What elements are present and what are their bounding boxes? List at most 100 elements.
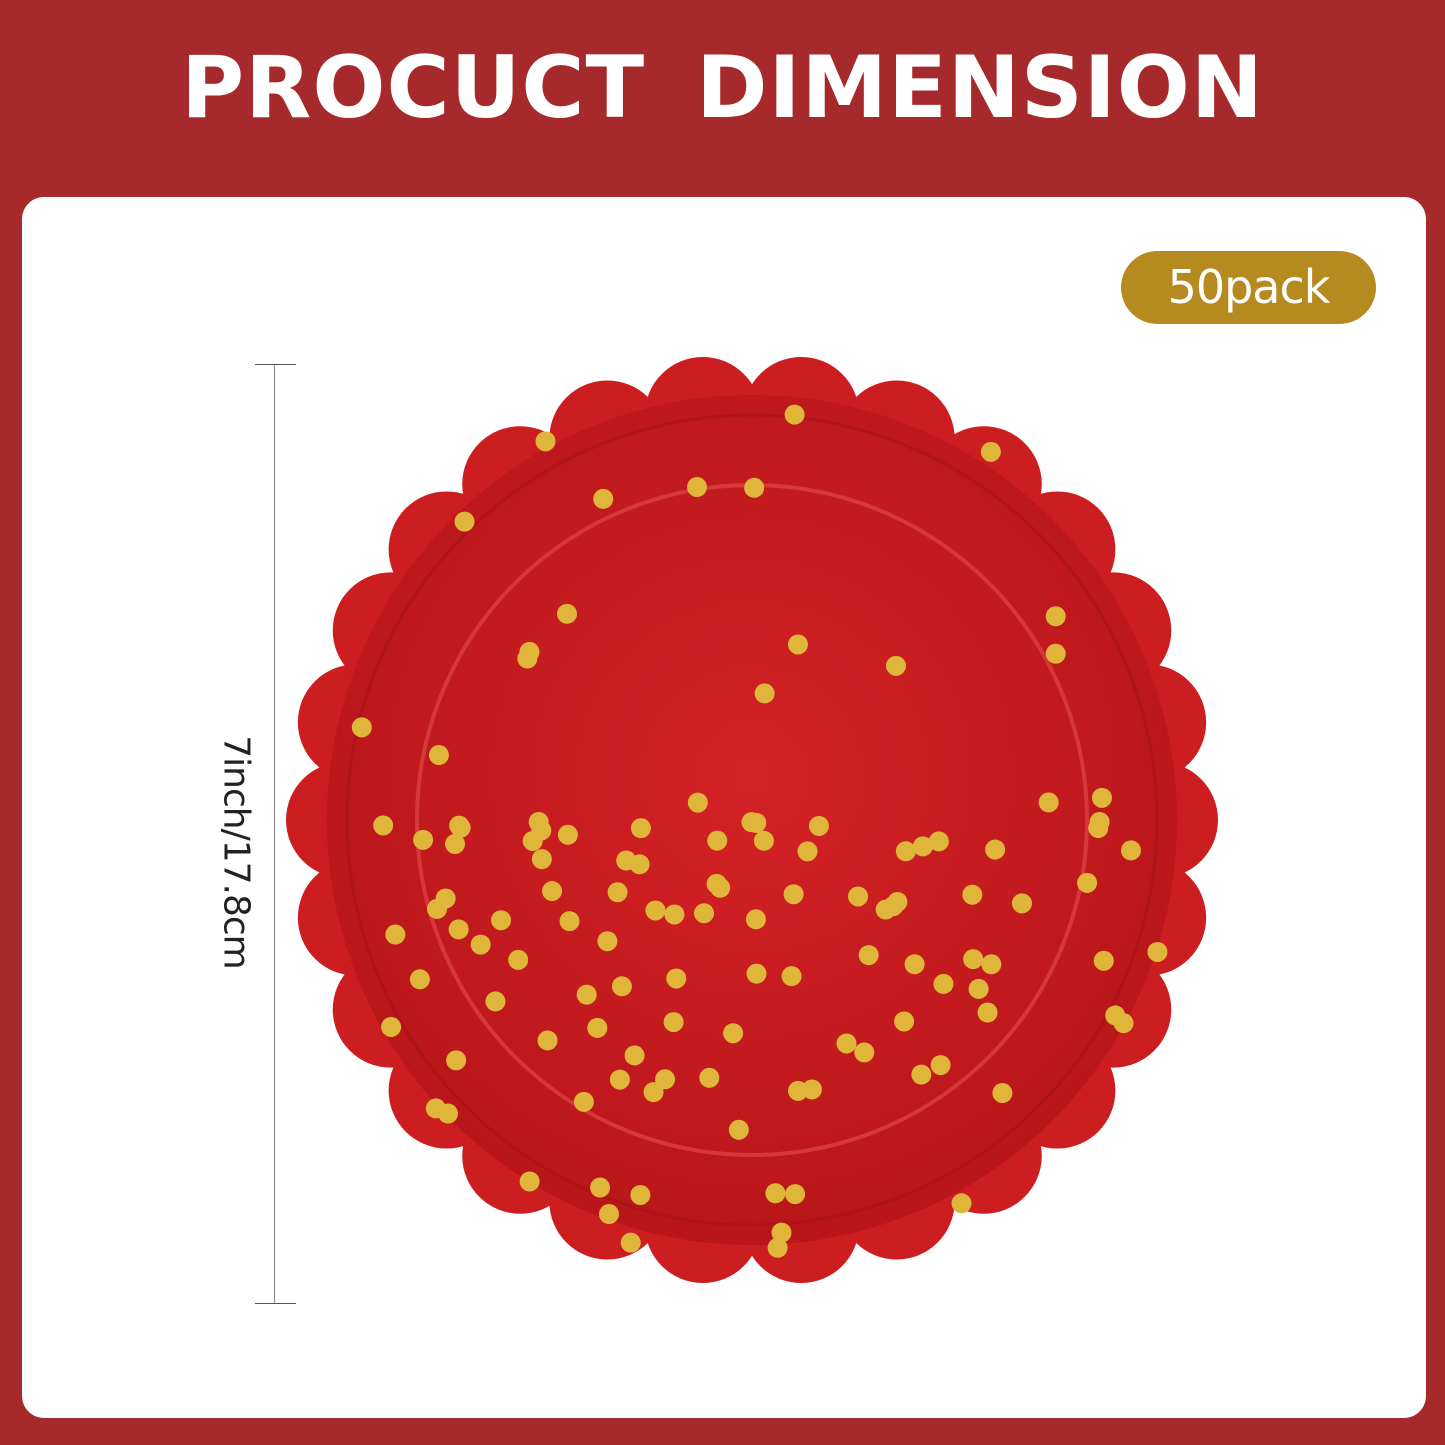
gold-dot <box>624 1045 645 1066</box>
gold-dot <box>664 904 685 925</box>
gold-dot <box>928 831 949 852</box>
gold-dot <box>894 1011 915 1032</box>
gold-dot <box>1038 792 1059 813</box>
gold-dot <box>933 973 954 994</box>
gold-dot <box>699 1067 720 1088</box>
gold-dot <box>1077 872 1098 893</box>
gold-dot <box>485 991 506 1012</box>
gold-dot <box>788 1080 809 1101</box>
gold-dot <box>470 934 491 955</box>
gold-dot <box>1011 893 1032 914</box>
gold-dot <box>611 976 632 997</box>
gold-dot <box>885 655 906 676</box>
gold-dot <box>597 931 618 952</box>
gold-dot <box>620 1232 641 1253</box>
gold-dot <box>836 1033 857 1054</box>
plate-outer-ring <box>345 413 1159 1227</box>
dimension-line <box>274 365 275 1303</box>
gold-dot <box>1045 606 1066 627</box>
gold-dot <box>694 903 715 924</box>
gold-dot <box>587 1017 608 1038</box>
dimension-tick-top <box>255 364 296 365</box>
gold-dot <box>746 963 767 984</box>
gold-dot <box>629 854 650 875</box>
gold-dot <box>542 881 563 902</box>
gold-dot <box>593 488 614 509</box>
gold-dot <box>1113 1013 1134 1034</box>
gold-dot <box>531 820 552 841</box>
gold-dot <box>381 1016 402 1037</box>
gold-dot <box>409 969 430 990</box>
dimension-tick-bottom <box>255 1303 296 1304</box>
gold-dot <box>963 949 984 970</box>
gold-dot <box>1147 941 1168 962</box>
gold-dot <box>351 717 372 738</box>
gold-dot <box>630 818 651 839</box>
gold-dot <box>666 968 687 989</box>
gold-dot <box>663 1012 684 1033</box>
gold-dot <box>576 984 597 1005</box>
gold-dot <box>1045 643 1066 664</box>
gold-dot <box>912 836 933 857</box>
gold-dot <box>630 1184 651 1205</box>
gold-dot <box>645 900 666 921</box>
gold-dot <box>428 745 449 766</box>
gold-dot <box>413 829 434 850</box>
gold-dot <box>517 648 538 669</box>
page-title: PROCUCT DIMENSION <box>181 38 1264 138</box>
gold-dot <box>491 910 512 931</box>
gold-dot <box>559 911 580 932</box>
gold-dot <box>781 966 802 987</box>
gold-dot <box>1091 787 1112 808</box>
gold-dot <box>904 954 925 975</box>
gold-dot <box>531 849 552 870</box>
gold-dot <box>785 1184 806 1205</box>
gold-dot <box>930 1055 951 1076</box>
gold-dot <box>686 477 707 498</box>
gold-dot <box>754 683 775 704</box>
gold-dot <box>598 1204 619 1225</box>
gold-dot <box>1120 840 1141 861</box>
gold-dot <box>519 1171 540 1192</box>
gold-dot <box>741 812 762 833</box>
gold-dot <box>728 1119 749 1140</box>
gold-dot <box>977 1002 998 1023</box>
gold-dots <box>351 404 1168 1258</box>
gold-dot <box>723 1023 744 1044</box>
gold-dot <box>771 1222 792 1243</box>
gold-dot <box>765 1183 786 1204</box>
gold-dot <box>385 924 406 945</box>
gold-dot <box>911 1064 932 1085</box>
pack-count-badge: 50pack <box>1121 251 1376 324</box>
gold-dot <box>535 431 556 452</box>
gold-dot <box>445 833 466 854</box>
gold-dot <box>968 978 989 999</box>
gold-dot <box>951 1193 972 1214</box>
gold-dot <box>710 877 731 898</box>
gold-dot <box>858 945 879 966</box>
gold-dot <box>609 1069 630 1090</box>
gold-dot <box>446 1050 467 1071</box>
gold-dot <box>655 1069 676 1090</box>
gold-dot <box>607 882 628 903</box>
gold-dot <box>981 954 1002 975</box>
gold-dot <box>848 886 869 907</box>
gold-dot <box>985 839 1006 860</box>
gold-dot <box>962 884 983 905</box>
gold-dot <box>1088 818 1109 839</box>
gold-dot <box>449 815 470 836</box>
gold-dot <box>767 1237 788 1258</box>
gold-dot <box>435 888 456 909</box>
gold-dot <box>783 884 804 905</box>
gold-dot <box>707 830 728 851</box>
gold-dot <box>797 841 818 862</box>
gold-dot <box>808 815 829 836</box>
gold-dot <box>980 441 1001 462</box>
gold-dot <box>557 824 578 845</box>
gold-dot <box>784 404 805 425</box>
gold-dot <box>448 919 469 940</box>
gold-dot <box>508 949 529 970</box>
gold-dot <box>573 1091 594 1112</box>
gold-dot <box>590 1177 611 1198</box>
